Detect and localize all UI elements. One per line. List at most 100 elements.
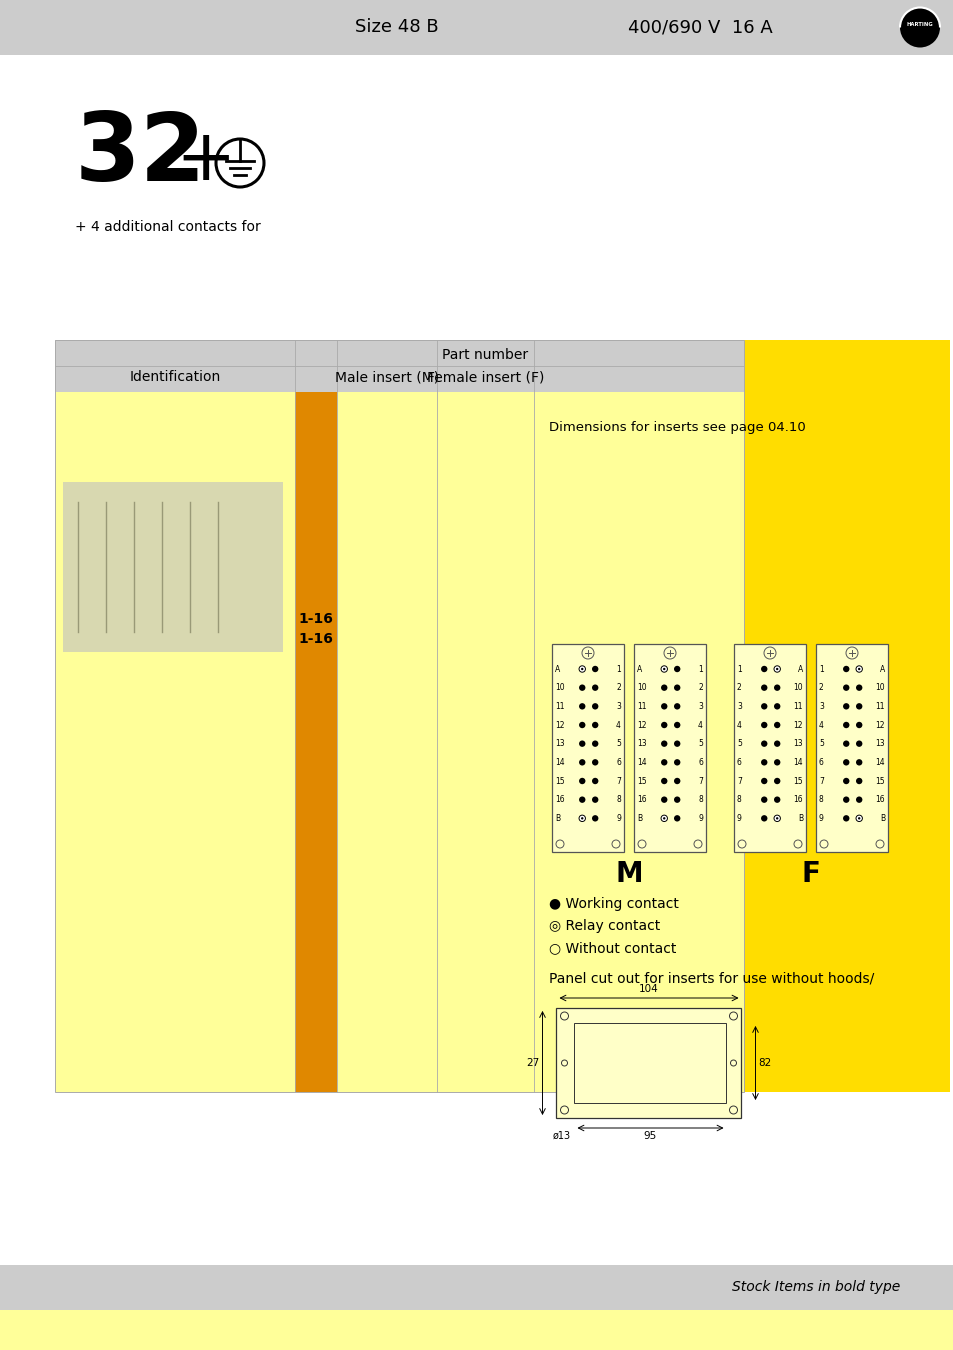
Text: 6: 6 — [818, 757, 823, 767]
Circle shape — [773, 740, 780, 747]
Circle shape — [660, 796, 667, 803]
Text: 10: 10 — [637, 683, 646, 693]
Text: 13: 13 — [637, 740, 646, 748]
Bar — [574, 1023, 726, 1103]
Text: B: B — [555, 814, 559, 824]
Circle shape — [775, 817, 778, 819]
Bar — [0, 1310, 953, 1350]
Text: 2: 2 — [818, 683, 822, 693]
Text: 3: 3 — [698, 702, 702, 711]
Text: 27: 27 — [526, 1058, 539, 1068]
Bar — [55, 392, 294, 1092]
Circle shape — [842, 796, 848, 803]
Circle shape — [760, 778, 766, 784]
Text: +: + — [174, 126, 235, 194]
Text: 8: 8 — [737, 795, 741, 805]
Circle shape — [773, 666, 780, 672]
Circle shape — [673, 703, 679, 710]
Circle shape — [660, 666, 667, 672]
Circle shape — [578, 740, 585, 747]
Text: 16: 16 — [875, 795, 884, 805]
Text: Identification: Identification — [130, 370, 220, 385]
Circle shape — [581, 647, 594, 659]
Text: 12: 12 — [875, 721, 884, 729]
Circle shape — [775, 668, 778, 670]
Circle shape — [673, 666, 679, 672]
Bar — [552, 644, 623, 852]
Circle shape — [793, 840, 801, 848]
Circle shape — [857, 817, 860, 819]
Text: 14: 14 — [793, 757, 802, 767]
Circle shape — [760, 740, 766, 747]
Text: F: F — [801, 860, 820, 888]
Bar — [743, 340, 949, 391]
Text: 2: 2 — [616, 683, 620, 693]
Circle shape — [855, 666, 862, 672]
Circle shape — [760, 684, 766, 691]
Circle shape — [693, 840, 701, 848]
Bar — [294, 392, 336, 1092]
Circle shape — [842, 722, 848, 728]
Circle shape — [638, 840, 645, 848]
Circle shape — [855, 740, 862, 747]
Bar — [534, 392, 743, 1092]
Bar — [0, 0, 953, 55]
Text: + 4 additional contacts for: + 4 additional contacts for — [75, 220, 260, 234]
Text: 4: 4 — [818, 721, 823, 729]
Text: 104: 104 — [639, 984, 659, 994]
Circle shape — [773, 703, 780, 710]
Text: 13: 13 — [875, 740, 884, 748]
Bar — [0, 1265, 953, 1310]
Text: 2: 2 — [698, 683, 702, 693]
Circle shape — [820, 840, 827, 848]
Bar — [55, 340, 743, 1092]
Circle shape — [760, 759, 766, 765]
Circle shape — [773, 722, 780, 728]
Circle shape — [842, 684, 848, 691]
Text: Size 48 B: Size 48 B — [355, 19, 438, 36]
Bar — [55, 340, 743, 391]
Circle shape — [738, 840, 745, 848]
Circle shape — [578, 722, 585, 728]
Circle shape — [662, 668, 665, 670]
Circle shape — [663, 647, 676, 659]
Text: 14: 14 — [555, 757, 564, 767]
Text: 5: 5 — [737, 740, 741, 748]
Circle shape — [660, 759, 667, 765]
Circle shape — [578, 703, 585, 710]
Circle shape — [556, 840, 563, 848]
Circle shape — [673, 740, 679, 747]
Text: Part number: Part number — [442, 347, 528, 362]
Circle shape — [875, 840, 883, 848]
Text: 9: 9 — [737, 814, 741, 824]
Circle shape — [578, 759, 585, 765]
Circle shape — [673, 684, 679, 691]
Text: 7: 7 — [737, 776, 741, 786]
Circle shape — [578, 796, 585, 803]
Text: 4: 4 — [616, 721, 620, 729]
Circle shape — [592, 796, 598, 803]
Text: 15: 15 — [875, 776, 884, 786]
Text: 95: 95 — [643, 1131, 657, 1141]
Text: 1-16: 1-16 — [298, 632, 334, 647]
Text: 11: 11 — [637, 702, 646, 711]
Circle shape — [842, 703, 848, 710]
Text: 7: 7 — [698, 776, 702, 786]
Text: 14: 14 — [637, 757, 646, 767]
Text: 8: 8 — [616, 795, 620, 805]
Circle shape — [773, 684, 780, 691]
Circle shape — [580, 668, 583, 670]
Text: 5: 5 — [698, 740, 702, 748]
Text: 15: 15 — [637, 776, 646, 786]
Circle shape — [855, 815, 862, 822]
Text: 9: 9 — [818, 814, 823, 824]
Text: 4: 4 — [737, 721, 741, 729]
Text: 5: 5 — [616, 740, 620, 748]
Circle shape — [842, 666, 848, 672]
Circle shape — [578, 778, 585, 784]
Circle shape — [855, 759, 862, 765]
Circle shape — [592, 703, 598, 710]
Text: 14: 14 — [875, 757, 884, 767]
Text: 4: 4 — [698, 721, 702, 729]
Circle shape — [592, 666, 598, 672]
